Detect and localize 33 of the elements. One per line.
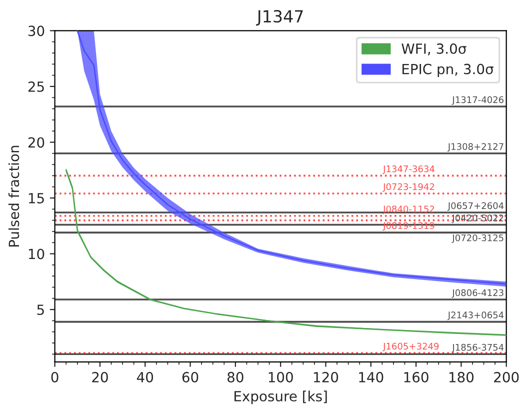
y-tick-label: 30 bbox=[28, 26, 44, 36]
y-tick-label: 25 bbox=[28, 81, 44, 92]
x-tick-label: 40 bbox=[136, 372, 154, 382]
x-tick-label: 200 bbox=[494, 372, 519, 382]
ref-line-label: J0420-5022 bbox=[452, 214, 504, 224]
ref-line-label: J1308+2127 bbox=[447, 143, 504, 152]
ref-line-label: J0657+2604 bbox=[447, 202, 504, 211]
x-axis-title: Exposure [ks] bbox=[234, 390, 327, 404]
y-tick-label: 15 bbox=[28, 193, 44, 204]
y-tick-label: 10 bbox=[28, 248, 44, 260]
x-tick-label: 20 bbox=[92, 372, 108, 382]
ref-line-label: J0723-1942 bbox=[382, 183, 434, 192]
legend-label: EPIC pn, 3.0σ bbox=[402, 64, 494, 78]
y-tick-label: 20 bbox=[28, 137, 44, 148]
x-tick-label: 180 bbox=[449, 372, 474, 382]
ref-line-label: J1856-3754 bbox=[452, 344, 504, 352]
x-tick-label: 140 bbox=[359, 372, 384, 382]
ref-line-label: J1347-3634 bbox=[382, 165, 434, 174]
x-tick-label: 120 bbox=[314, 372, 338, 382]
x-tick-label: 160 bbox=[404, 372, 428, 382]
y-tick-label: 5 bbox=[37, 304, 44, 316]
y-axis-title: Pulsed fraction bbox=[8, 146, 20, 247]
x-tick-label: 80 bbox=[228, 372, 244, 382]
ref-line-label: J1317-4026 bbox=[452, 96, 504, 105]
legend-label: WFI, 3.0σ bbox=[402, 43, 466, 56]
x-tick-label: 0 bbox=[51, 372, 58, 382]
x-tick-label: 60 bbox=[182, 372, 198, 382]
x-tick-label: 100 bbox=[268, 372, 293, 382]
ref-line-label: J2143+0654 bbox=[447, 312, 504, 320]
ref-line-label: J0806-4123 bbox=[452, 289, 504, 298]
chart-title: J1347 bbox=[256, 10, 303, 26]
ref-line-label: J0720-3125 bbox=[452, 234, 504, 243]
ref-line-label: J1605+3249 bbox=[382, 342, 439, 352]
